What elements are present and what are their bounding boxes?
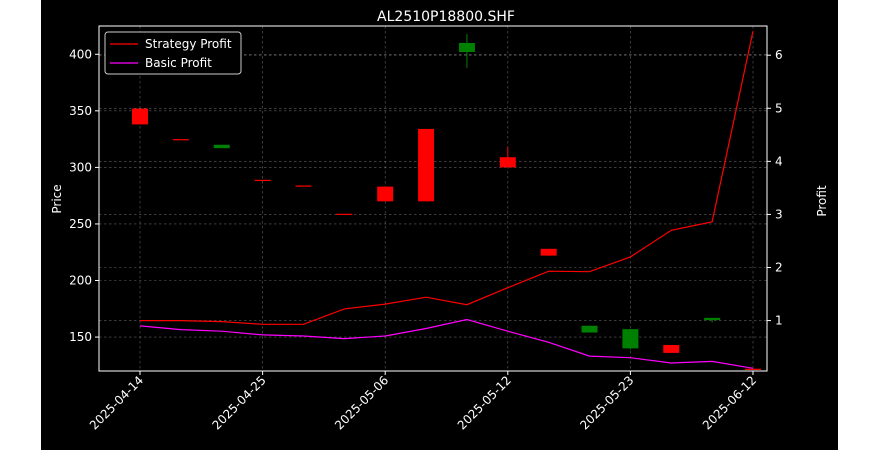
candle [540, 248, 557, 256]
candle [254, 179, 271, 182]
legend-box [104, 31, 242, 75]
candle-body [499, 157, 516, 168]
basic-profit-line [139, 318, 754, 369]
chart-background [41, 0, 838, 450]
y-tick-label: 250 [69, 217, 92, 231]
candle [622, 329, 639, 350]
candle-body [458, 42, 475, 53]
candle [418, 128, 435, 202]
y-tick-label: 400 [69, 47, 92, 61]
chart-title: AL2510P18800.SHF [377, 9, 515, 25]
candle-body [581, 325, 598, 333]
y-tick-label: 350 [69, 104, 92, 118]
y-tick-label: 300 [69, 160, 92, 174]
y2-axis-label: Profit [815, 185, 829, 217]
candle [377, 186, 394, 202]
candle [499, 147, 516, 168]
candle [213, 144, 230, 149]
candle-body [377, 186, 394, 202]
candle-body [745, 368, 761, 370]
candle-body [254, 179, 271, 182]
candle [295, 185, 312, 187]
legend-label-strategy: Strategy Profit [145, 37, 232, 51]
candle-body [336, 213, 353, 215]
legend: Strategy Profit Basic Profit [104, 31, 242, 75]
y2-tick-label: 2 [775, 261, 783, 275]
candle-body [704, 317, 721, 321]
y-tick-label: 150 [69, 330, 92, 344]
y2-tick-label: 6 [775, 48, 783, 62]
candle [581, 325, 598, 333]
candle-body [663, 344, 680, 353]
y2-tick-label: 4 [775, 154, 783, 168]
y-axis-label: Price [50, 184, 64, 213]
candle [132, 108, 148, 125]
candle-body [295, 185, 312, 187]
candle-body [622, 329, 639, 349]
candle-body [172, 139, 189, 141]
y2-tick-label: 5 [775, 101, 783, 115]
y-axis-right: 1 2 3 4 5 6 [767, 48, 783, 328]
candle-body [213, 144, 230, 149]
candle [745, 368, 761, 370]
candle-body [418, 128, 435, 202]
profit-lines [139, 31, 754, 369]
candle-body [540, 248, 557, 256]
y-axis-left: 150 200 250 300 350 400 [69, 47, 99, 344]
strategy-profit-line [140, 31, 754, 325]
candle [336, 213, 353, 215]
candle-body [132, 108, 148, 125]
candlesticks [132, 33, 761, 370]
y2-tick-label: 1 [775, 314, 783, 328]
candle [172, 139, 189, 141]
candle [663, 344, 680, 353]
y2-tick-label: 3 [775, 207, 783, 221]
legend-label-basic: Basic Profit [145, 56, 212, 70]
candle [458, 33, 475, 68]
y-tick-label: 200 [69, 274, 92, 288]
candle [704, 317, 721, 323]
plot-frame [98, 25, 768, 372]
